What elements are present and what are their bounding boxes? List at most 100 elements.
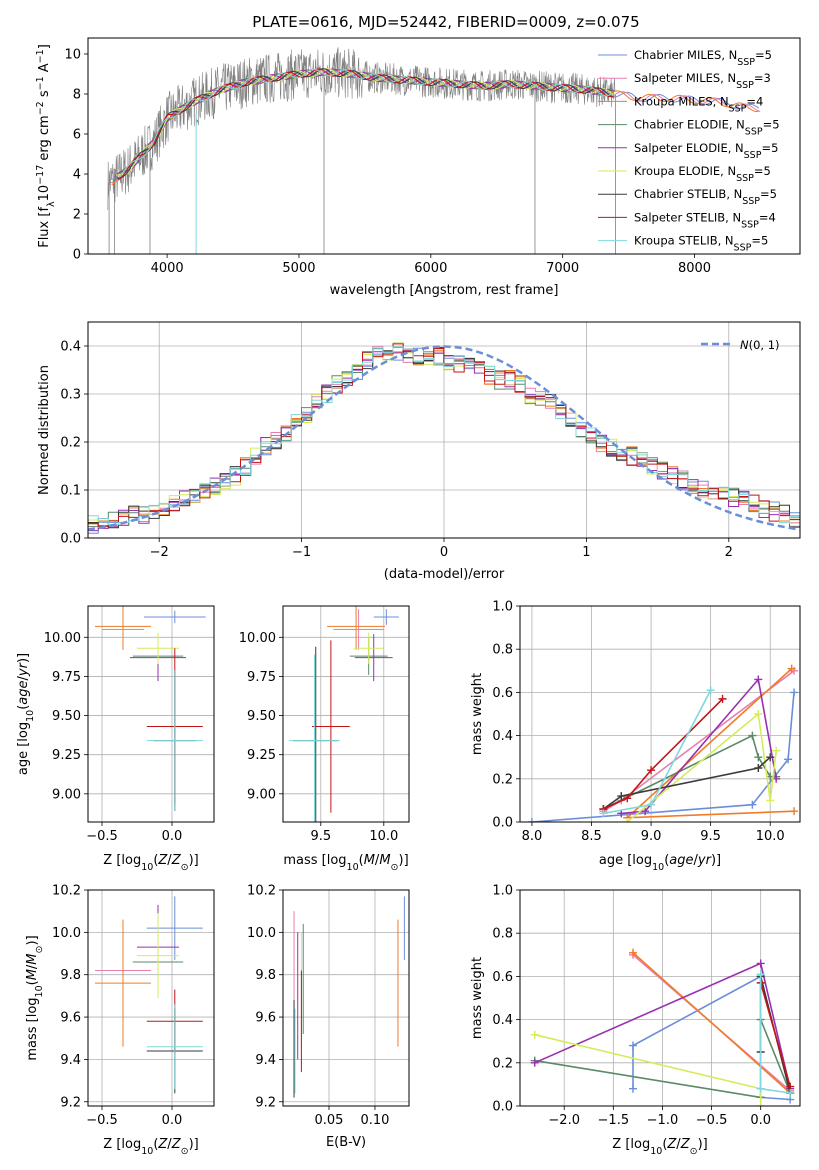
x-tick-label: 10.0	[369, 829, 398, 844]
x-axis-label: E(B-V)	[326, 1135, 366, 1150]
weight-marker	[599, 809, 608, 818]
y-tick-label: 9.50	[247, 709, 276, 724]
y-tick-label: 8	[73, 88, 81, 103]
y-tick-label: 0.1	[60, 484, 81, 499]
y-tick-label: 9.2	[255, 1095, 276, 1110]
y-tick-label: 6	[73, 128, 81, 143]
x-tick-label: −2.0	[548, 1113, 580, 1128]
weight-marker	[628, 948, 637, 957]
y-tick-label: 0	[73, 248, 81, 263]
errorbars	[289, 606, 399, 822]
y-tick-label: 0.8	[492, 643, 513, 658]
errorbars	[95, 606, 206, 812]
weight-marker	[623, 818, 632, 822]
x-tick-label: 8.0	[522, 829, 543, 844]
x-tick-label: −0.5	[696, 1113, 728, 1128]
x-axis-label: mass [log10(M/M⊙)]	[283, 853, 408, 873]
x-axis-label: Z [log10(Z/Z⊙)]	[103, 853, 198, 873]
x-tick-label: 0.0	[162, 1113, 183, 1128]
x-tick-label: 8000	[678, 261, 711, 276]
x-tick-label: −1.0	[647, 1113, 679, 1128]
y-tick-label: 9.6	[255, 1011, 276, 1026]
weight-marker	[787, 664, 796, 673]
weight-vs-age-panel: 8.0 8.5 9.0 9.5 10.0 0.0 0.2 0.4 0.6 0.8 1.0 mass w…	[470, 600, 801, 873]
model-fit-line	[119, 68, 614, 178]
legend-label: Salpeter ELODIE, NSSP=5	[634, 141, 778, 161]
x-tick-label: 0.0	[750, 1113, 771, 1128]
y-axis-label: mass [log10(M/M⊙)]	[25, 935, 45, 1060]
y-tick-label: 9.75	[52, 670, 81, 685]
weight-marker	[623, 794, 632, 803]
x-tick-label: 8.5	[581, 829, 602, 844]
y-tick-label: 0.8	[492, 927, 513, 942]
weight-marker	[766, 753, 775, 762]
legend-label: Kroupa MILES, NSSP=4	[634, 94, 763, 114]
model-fit-line	[115, 68, 615, 176]
weight-marker	[748, 800, 757, 809]
y-tick-label: 9.6	[60, 1011, 81, 1026]
weight-vs-Z-panel: −2.0 −1.5 −1.0 −0.5 0.0 0.0 0.2 0.4 0.6 0.8 1.0 mas…	[470, 884, 801, 1157]
y-tick-label: 0.0	[492, 816, 513, 831]
model-fit-line	[116, 68, 614, 179]
weight-marker	[754, 753, 763, 762]
y-tick-label: 10	[64, 48, 81, 63]
x-tick-label: 4000	[151, 261, 184, 276]
x-tick-label: 2	[725, 545, 733, 560]
mass-vs-Z-panel: −0.5 0.0 9.2 9.4 9.6 9.8 10.0 10.2 Z [log10(Z/Z⊙…	[25, 884, 215, 1157]
axes-frame	[87, 37, 801, 255]
y-tick-label: 9.4	[255, 1053, 276, 1068]
x-axis-label: wavelength [Angstrom, rest frame]	[330, 283, 559, 298]
y-tick-label: 0.4	[492, 1013, 513, 1028]
x-axis-label: age [log10(age/yr)]	[599, 853, 721, 873]
y-tick-label: 0.0	[60, 532, 81, 547]
y-axis-label: mass weight	[470, 673, 485, 755]
x-tick-label: 9.0	[641, 829, 662, 844]
weight-marker	[766, 796, 775, 805]
weight-marker	[756, 1084, 765, 1093]
y-axis-label: Normed distribution	[37, 365, 52, 495]
weight-marker	[748, 731, 757, 740]
weight-marker	[772, 746, 781, 755]
axes-frame	[87, 889, 215, 1107]
y-tick-label: 9.25	[52, 748, 81, 763]
model-fit-line	[117, 68, 615, 181]
x-tick-label: −2	[150, 545, 169, 560]
y-tick-label: 1.0	[492, 884, 513, 899]
weight-marker	[784, 755, 793, 764]
axes-frame	[282, 605, 410, 823]
legend-label: Chabrier MILES, NSSP=5	[634, 48, 772, 68]
x-tick-label: 7000	[546, 261, 579, 276]
y-tick-label: 10.0	[247, 926, 276, 941]
mass-vs-EBV-panel: 0.05 0.10 9.2 9.4 9.6 9.8 10.0 10.2 E(B-V)	[247, 884, 410, 1150]
axes-frame	[519, 889, 801, 1107]
weight-marker	[706, 686, 715, 695]
y-tick-label: 0.2	[492, 772, 513, 787]
axes-frame	[519, 605, 801, 823]
weight-marker	[628, 1041, 637, 1050]
weight-line	[626, 712, 777, 822]
y-tick-label: 9.00	[247, 787, 276, 802]
weight-marker	[790, 807, 799, 816]
figure-title: PLATE=0616, MJD=52442, FIBERID=0009, z=0…	[252, 13, 639, 31]
y-tick-label: 0.6	[492, 686, 513, 701]
x-tick-label: −1.5	[598, 1113, 630, 1128]
spectrum-panel: 4000 5000 6000 7000 8000 0 2 4 6 8 10 wavelength [A…	[35, 37, 801, 298]
weight-marker	[628, 1084, 637, 1093]
y-tick-label: 9.8	[60, 968, 81, 983]
y-tick-label: 2	[73, 208, 81, 223]
weight-marker	[756, 959, 765, 968]
y-tick-label: 1.0	[492, 600, 513, 615]
legend: Chabrier MILES, NSSP=5 Salpeter MILES, NS…	[598, 48, 780, 253]
errorbars	[293, 896, 405, 1098]
weight-marker	[790, 688, 799, 697]
weight-marker	[718, 694, 727, 703]
weight-marker	[754, 675, 763, 684]
legend-label: Chabrier STELIB, NSSP=5	[634, 187, 777, 207]
x-tick-label: −0.5	[86, 1113, 118, 1128]
x-axis-label: (data-model)/error	[384, 567, 505, 582]
legend-label: Salpeter STELIB, NSSP=4	[634, 210, 776, 230]
x-tick-label: 0.0	[162, 829, 183, 844]
weight-lines	[527, 664, 799, 822]
x-tick-label: 0.10	[360, 1113, 389, 1128]
